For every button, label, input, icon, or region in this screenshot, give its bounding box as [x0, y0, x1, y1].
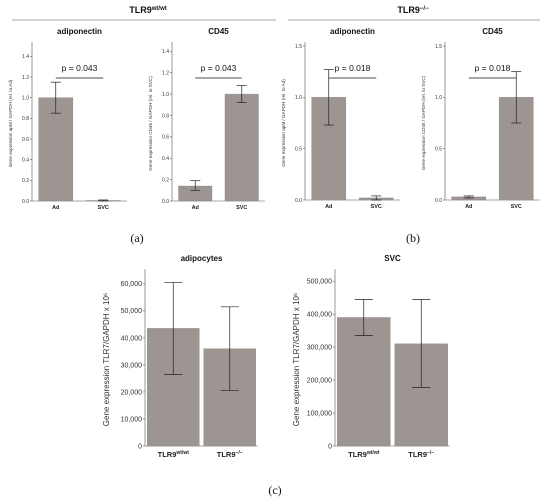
chart-title: SVC [384, 254, 401, 263]
y-tick-label: 0.2 [162, 177, 169, 183]
x-category-label: Ad [52, 205, 59, 211]
panel-label-a: (a) [130, 231, 143, 245]
x-category-label: Ad [192, 205, 199, 211]
y-tick-label: 30,000 [121, 362, 143, 369]
chart-title: adiponectin [330, 27, 375, 36]
y-tick-label: 0.5 [435, 146, 442, 152]
panel-label-c: (c) [268, 483, 281, 497]
y-tick-label: 0.8 [162, 113, 169, 119]
charts-layer: adiponectin 0.0 0.2 0.4 0.6 0.8 1.0 1.2 1.4 Gene … [8, 27, 540, 459]
p-value-label: p = 0.018 [335, 63, 371, 73]
chart-6: SVC 0 100,000 200,000 300,000 400,000 500,000 G… [292, 254, 450, 459]
panel-label-b: (b) [406, 231, 420, 245]
chart-2: CD45 0.0 0.2 0.4 0.6 0.8 1.0 1.2 1.4 Gene express… [148, 27, 265, 211]
y-tick-label: 400,000 [307, 312, 332, 319]
x-category-label: SVC [236, 205, 247, 211]
y-tick-label: 500,000 [307, 279, 332, 286]
y-tick-label: 200,000 [307, 377, 332, 384]
y-tick-label: 0.4 [162, 156, 169, 162]
chart-title: CD45 [208, 27, 229, 36]
x-category-label: SVC [371, 204, 382, 210]
y-tick-label: 1.5 [295, 44, 302, 50]
x-category-label: TLR9−/− [408, 450, 434, 459]
y-axis-label: Gene expression TLR7/GAPDH x 10⁶ [292, 293, 301, 426]
y-tick-label: 1.2 [162, 71, 169, 77]
bar-1 [337, 317, 391, 447]
y-tick-label: 50,000 [121, 308, 143, 315]
x-category-label: Ad [325, 204, 332, 210]
y-tick-label: 60,000 [121, 281, 143, 288]
chart-1: adiponectin 0.0 0.2 0.4 0.6 0.8 1.0 1.2 1.4 Gene … [8, 27, 127, 211]
y-tick-label: 0.4 [22, 157, 29, 163]
y-axis-label: Gene expression TLR7/GAPDH x 10⁶ [102, 293, 111, 426]
p-value-label: p = 0.018 [475, 63, 511, 73]
chart-4: CD45 0.0 0.5 1.0 1.5 Gene expression CD45 / G… [421, 27, 540, 210]
y-tick-label: 0.0 [295, 198, 302, 204]
y-tick-label: 1.5 [435, 44, 442, 50]
y-tick-label: 0.2 [22, 178, 29, 184]
y-tick-label: 0 [328, 443, 332, 450]
group-header-ko: TLR9−/− [397, 5, 429, 15]
y-tick-label: 0.6 [162, 135, 169, 141]
chart-3: adiponectin 0.0 0.5 1.0 1.5 Gene expression a… [281, 27, 400, 210]
y-tick-label: 1.0 [22, 95, 29, 101]
y-axis-label: Gene expression CD45 / GAPDH (rel. to SV… [421, 75, 426, 170]
y-tick-label: 1.4 [162, 49, 169, 55]
chart-title: adiponectin [57, 27, 102, 36]
x-category-label: TLR9wt/wt [348, 450, 380, 459]
y-tick-label: 1.0 [435, 95, 442, 101]
y-tick-label: 0.5 [295, 146, 302, 152]
p-value-label: p = 0.043 [62, 63, 98, 73]
chart-title: CD45 [482, 27, 503, 36]
chart-5: adipocytes 0 10,000 20,000 30,000 40,000 50,00… [102, 254, 258, 459]
y-axis-label: Gene expression CD45 / GAPDH (rel. to SV… [148, 76, 153, 171]
p-value-label: p = 0.043 [201, 63, 237, 73]
y-tick-label: 20,000 [121, 389, 143, 396]
y-tick-label: 0 [138, 443, 142, 450]
chart-title: adipocytes [181, 254, 223, 263]
y-tick-label: 0.0 [435, 198, 442, 204]
x-category-label: TLR9−/− [217, 450, 243, 459]
bar-2 [224, 93, 259, 202]
y-tick-label: 0.6 [22, 137, 29, 143]
group-header-wt: TLR9wt/wt [129, 5, 167, 15]
y-tick-label: 0.0 [162, 199, 169, 205]
y-tick-label: 300,000 [307, 345, 332, 352]
x-category-label: TLR9wt/wt [158, 450, 190, 459]
y-axis-label: Gene expression apM / GAPDH (rel. to Ad) [281, 79, 286, 167]
x-category-label: SVC [98, 205, 109, 211]
y-axis-label: Gene expression apM / GAPDH (rel. to Ad) [8, 79, 13, 167]
y-tick-label: 0.8 [22, 116, 29, 122]
y-tick-label: 1.0 [295, 95, 302, 101]
y-tick-label: 1.4 [22, 54, 29, 60]
x-category-label: Ad [465, 204, 472, 210]
x-category-label: SVC [511, 204, 522, 210]
y-tick-label: 1.0 [162, 92, 169, 98]
bar-1 [38, 97, 74, 202]
y-tick-label: 40,000 [121, 335, 143, 342]
y-tick-label: 100,000 [307, 410, 332, 417]
y-tick-label: 10,000 [121, 416, 143, 423]
y-tick-label: 1.2 [22, 75, 29, 81]
y-tick-label: 0.0 [22, 199, 29, 205]
